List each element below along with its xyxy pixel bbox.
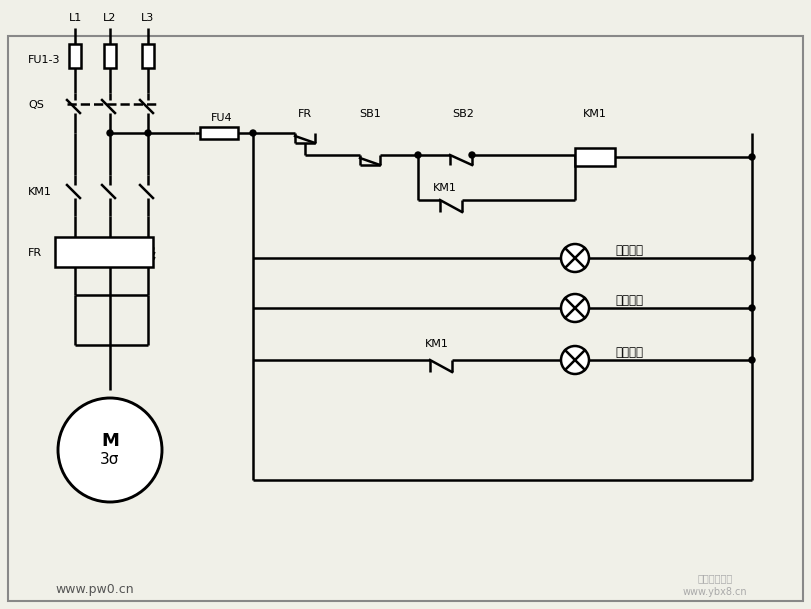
Circle shape: [469, 152, 475, 158]
Text: www.pw0.cn: www.pw0.cn: [55, 583, 134, 596]
Text: SB1: SB1: [359, 109, 381, 119]
Text: 故障指示: 故障指示: [615, 244, 643, 256]
Text: L3: L3: [141, 13, 155, 23]
Circle shape: [561, 346, 589, 374]
Bar: [104, 44, 116, 68]
Circle shape: [415, 152, 421, 158]
Text: 电源指示: 电源指示: [615, 294, 643, 306]
Circle shape: [749, 154, 755, 160]
Circle shape: [561, 294, 589, 322]
Text: FU4: FU4: [211, 113, 233, 123]
Bar: [575, 148, 615, 166]
Text: 运行指示: 运行指示: [615, 345, 643, 359]
Text: SB2: SB2: [452, 109, 474, 119]
Text: KM1: KM1: [433, 183, 457, 193]
Text: QS: QS: [28, 100, 44, 110]
Circle shape: [58, 398, 162, 502]
Text: FR: FR: [28, 248, 42, 258]
Text: 电工技术之家: 电工技术之家: [697, 573, 732, 583]
Circle shape: [145, 130, 151, 136]
Bar: [200, 127, 238, 139]
Circle shape: [107, 130, 113, 136]
Circle shape: [250, 130, 256, 136]
Text: KM1: KM1: [425, 339, 449, 349]
Text: KM1: KM1: [583, 109, 607, 119]
Circle shape: [749, 255, 755, 261]
Text: FU1-3: FU1-3: [28, 55, 61, 65]
Bar: [69, 44, 81, 68]
Bar: [142, 44, 154, 68]
Bar: [55, 237, 153, 267]
Text: www.ybx8.cn: www.ybx8.cn: [683, 587, 747, 597]
Circle shape: [749, 305, 755, 311]
Text: FR: FR: [298, 109, 312, 119]
Circle shape: [749, 357, 755, 363]
Text: L2: L2: [103, 13, 117, 23]
Text: L1: L1: [68, 13, 82, 23]
Text: M: M: [101, 432, 119, 450]
Text: KM1: KM1: [28, 187, 52, 197]
Circle shape: [561, 244, 589, 272]
Text: 3σ: 3σ: [101, 452, 120, 468]
